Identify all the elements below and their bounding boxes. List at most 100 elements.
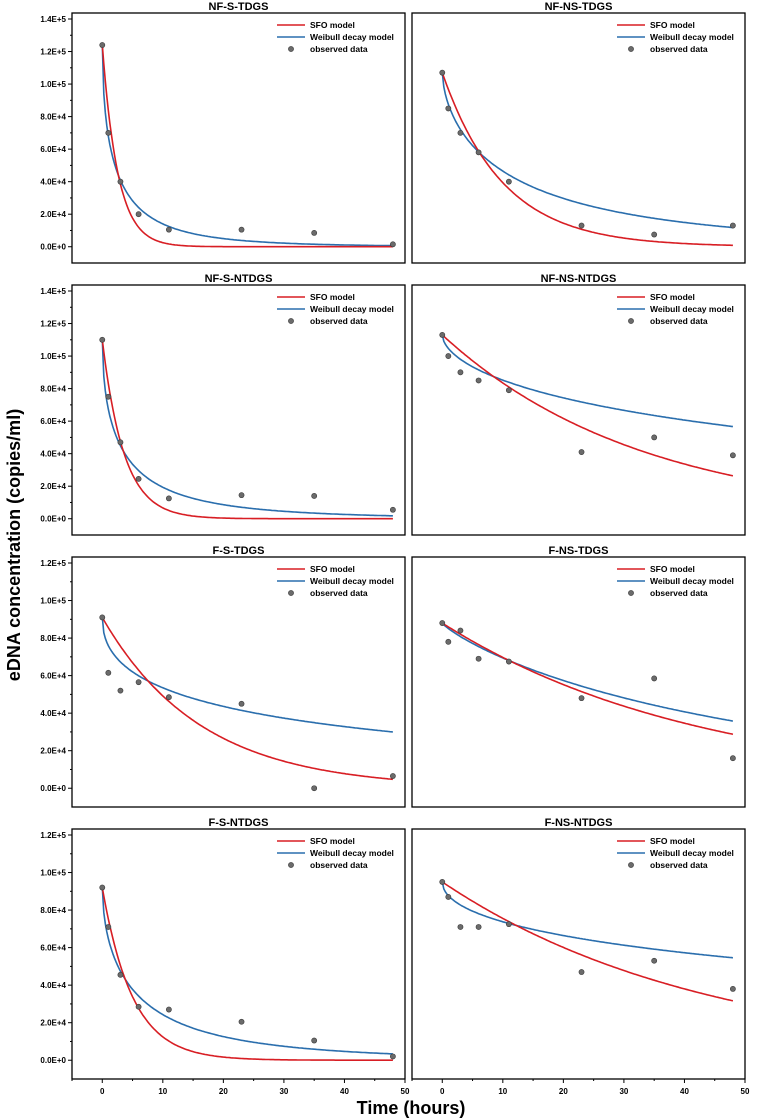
y-tick-label: 1.0E+5: [40, 597, 66, 606]
panel-title: F-S-TDGS: [213, 545, 265, 557]
legend-sfo-label: SFO model: [310, 292, 355, 302]
observed-point: [578, 449, 585, 455]
legend-sfo-label: SFO model: [650, 564, 695, 574]
observed-point: [311, 493, 318, 499]
panel-f-s-tdgs: F-S-TDGS 0.0E+0 2.0E+4 4.0E+4 6.0E+4 8.0E+4 1.…: [40, 545, 406, 808]
legend: SFO model Weibull decay model observed dat…: [277, 20, 394, 54]
y-tick-label: 8.0E+4: [40, 906, 66, 915]
observed-point: [651, 434, 658, 441]
plot-frame: [411, 828, 746, 1080]
observed-point: [165, 495, 172, 502]
observed-point: [445, 894, 452, 900]
weibull-curve: [441, 881, 734, 959]
observed-point: [389, 506, 396, 513]
observed-point: [729, 755, 736, 762]
panel-title: NF-NS-TDGS: [545, 1, 613, 13]
legend-observed-label: observed data: [310, 860, 368, 870]
observed-point: [117, 971, 124, 978]
legend-sfo-label: SFO model: [650, 836, 695, 846]
weibull-curve: [101, 44, 393, 247]
panel-title: NF-S-TDGS: [209, 1, 269, 13]
panel-f-ns-ntdgs: F-NS-NTDGS 0 10 20 30 40 50 SFO model Weibull de…: [411, 817, 750, 1096]
x-tick-label: 50: [401, 1087, 410, 1096]
plot-frame: [411, 284, 746, 536]
observed-point: [729, 452, 736, 459]
observed-point: [475, 924, 482, 930]
sfo-curve: [101, 617, 393, 781]
y-tick-label: 1.0E+5: [40, 869, 66, 878]
observed-point: [439, 620, 446, 626]
observed-point: [505, 658, 512, 665]
x-tick-label: 0: [440, 1087, 445, 1096]
observed-point: [311, 1037, 318, 1044]
sfo-curve: [441, 334, 734, 477]
legend: SFO model Weibull decay model observed dat…: [277, 564, 394, 598]
observed-point: [117, 687, 124, 694]
legend-observed-swatch: [628, 46, 634, 52]
legend-observed-swatch: [628, 862, 634, 868]
y-tick-label: 8.0E+4: [40, 634, 66, 643]
observed-point: [135, 1003, 142, 1010]
y-tick-label: 0.0E+0: [40, 784, 66, 793]
observed-point: [439, 69, 446, 76]
plot-frame: [71, 284, 406, 536]
legend-observed-swatch: [288, 590, 294, 596]
x-tick-label: 10: [498, 1087, 507, 1096]
y-axis-label: eDNA concentration (copies/ml): [4, 409, 24, 681]
sfo-curve: [101, 887, 393, 1061]
y-tick-label: 4.0E+4: [40, 178, 66, 187]
observed-point: [105, 393, 112, 400]
weibull-curve: [101, 339, 393, 517]
observed-point: [238, 226, 245, 233]
legend-observed-swatch: [288, 318, 294, 324]
observed-point: [165, 1006, 172, 1013]
legend-observed-label: observed data: [650, 588, 708, 598]
legend: SFO model Weibull decay model observed dat…: [277, 292, 394, 326]
x-tick-label: 20: [219, 1087, 228, 1096]
legend-observed-label: observed data: [310, 316, 368, 326]
plot-frame: [71, 556, 406, 808]
legend-observed-label: observed data: [650, 44, 708, 54]
observed-point: [105, 924, 112, 930]
weibull-curve: [101, 887, 393, 1055]
x-tick-label: 40: [680, 1087, 689, 1096]
observed-point: [99, 42, 106, 48]
y-tick-label: 1.4E+5: [40, 287, 66, 296]
panel-group: NF-S-TDGS 0.0E+0 2.0E+4 4.0E+4 6.0E+4 8.0E+4 1…: [40, 1, 750, 1096]
observed-point: [475, 377, 482, 384]
legend-sfo-label: SFO model: [650, 292, 695, 302]
observed-point: [475, 655, 482, 662]
legend-observed-swatch: [628, 590, 634, 596]
legend-weibull-label: Weibull decay model: [310, 848, 394, 858]
observed-point: [117, 178, 124, 185]
observed-point: [135, 211, 142, 218]
panel-f-s-ntdgs: F-S-NTDGS 0.0E+0 2.0E+4 4.0E+4 6.0E+4 8.0E+4 1…: [40, 817, 410, 1096]
observed-point: [578, 695, 585, 702]
panel-title: F-NS-TDGS: [549, 545, 609, 557]
legend-weibull-label: Weibull decay model: [310, 304, 394, 314]
y-tick-label: 1.2E+5: [40, 831, 66, 840]
legend-weibull-label: Weibull decay model: [650, 32, 734, 42]
y-tick-label: 0.0E+0: [40, 1056, 66, 1065]
legend-sfo-label: SFO model: [650, 20, 695, 30]
x-tick-label: 20: [559, 1087, 568, 1096]
legend-observed-swatch: [288, 862, 294, 868]
legend-observed-label: observed data: [650, 860, 708, 870]
legend-sfo-label: SFO model: [310, 836, 355, 846]
observed-point: [389, 1053, 396, 1060]
legend-sfo-label: SFO model: [310, 20, 355, 30]
x-tick-label: 10: [158, 1087, 167, 1096]
observed-point: [729, 986, 736, 992]
observed-point: [651, 957, 658, 964]
observed-point: [439, 879, 446, 885]
y-tick-label: 0.0E+0: [40, 515, 66, 524]
x-tick-label: 30: [279, 1087, 288, 1096]
weibull-curve: [101, 617, 394, 733]
legend-observed-swatch: [628, 318, 634, 324]
x-axis-label: Time (hours): [357, 1098, 466, 1118]
y-tick-label: 2.0E+4: [40, 1019, 66, 1028]
sfo-curve: [101, 44, 393, 248]
observed-point: [389, 241, 396, 248]
observed-point: [135, 475, 142, 482]
observed-point: [99, 614, 106, 621]
